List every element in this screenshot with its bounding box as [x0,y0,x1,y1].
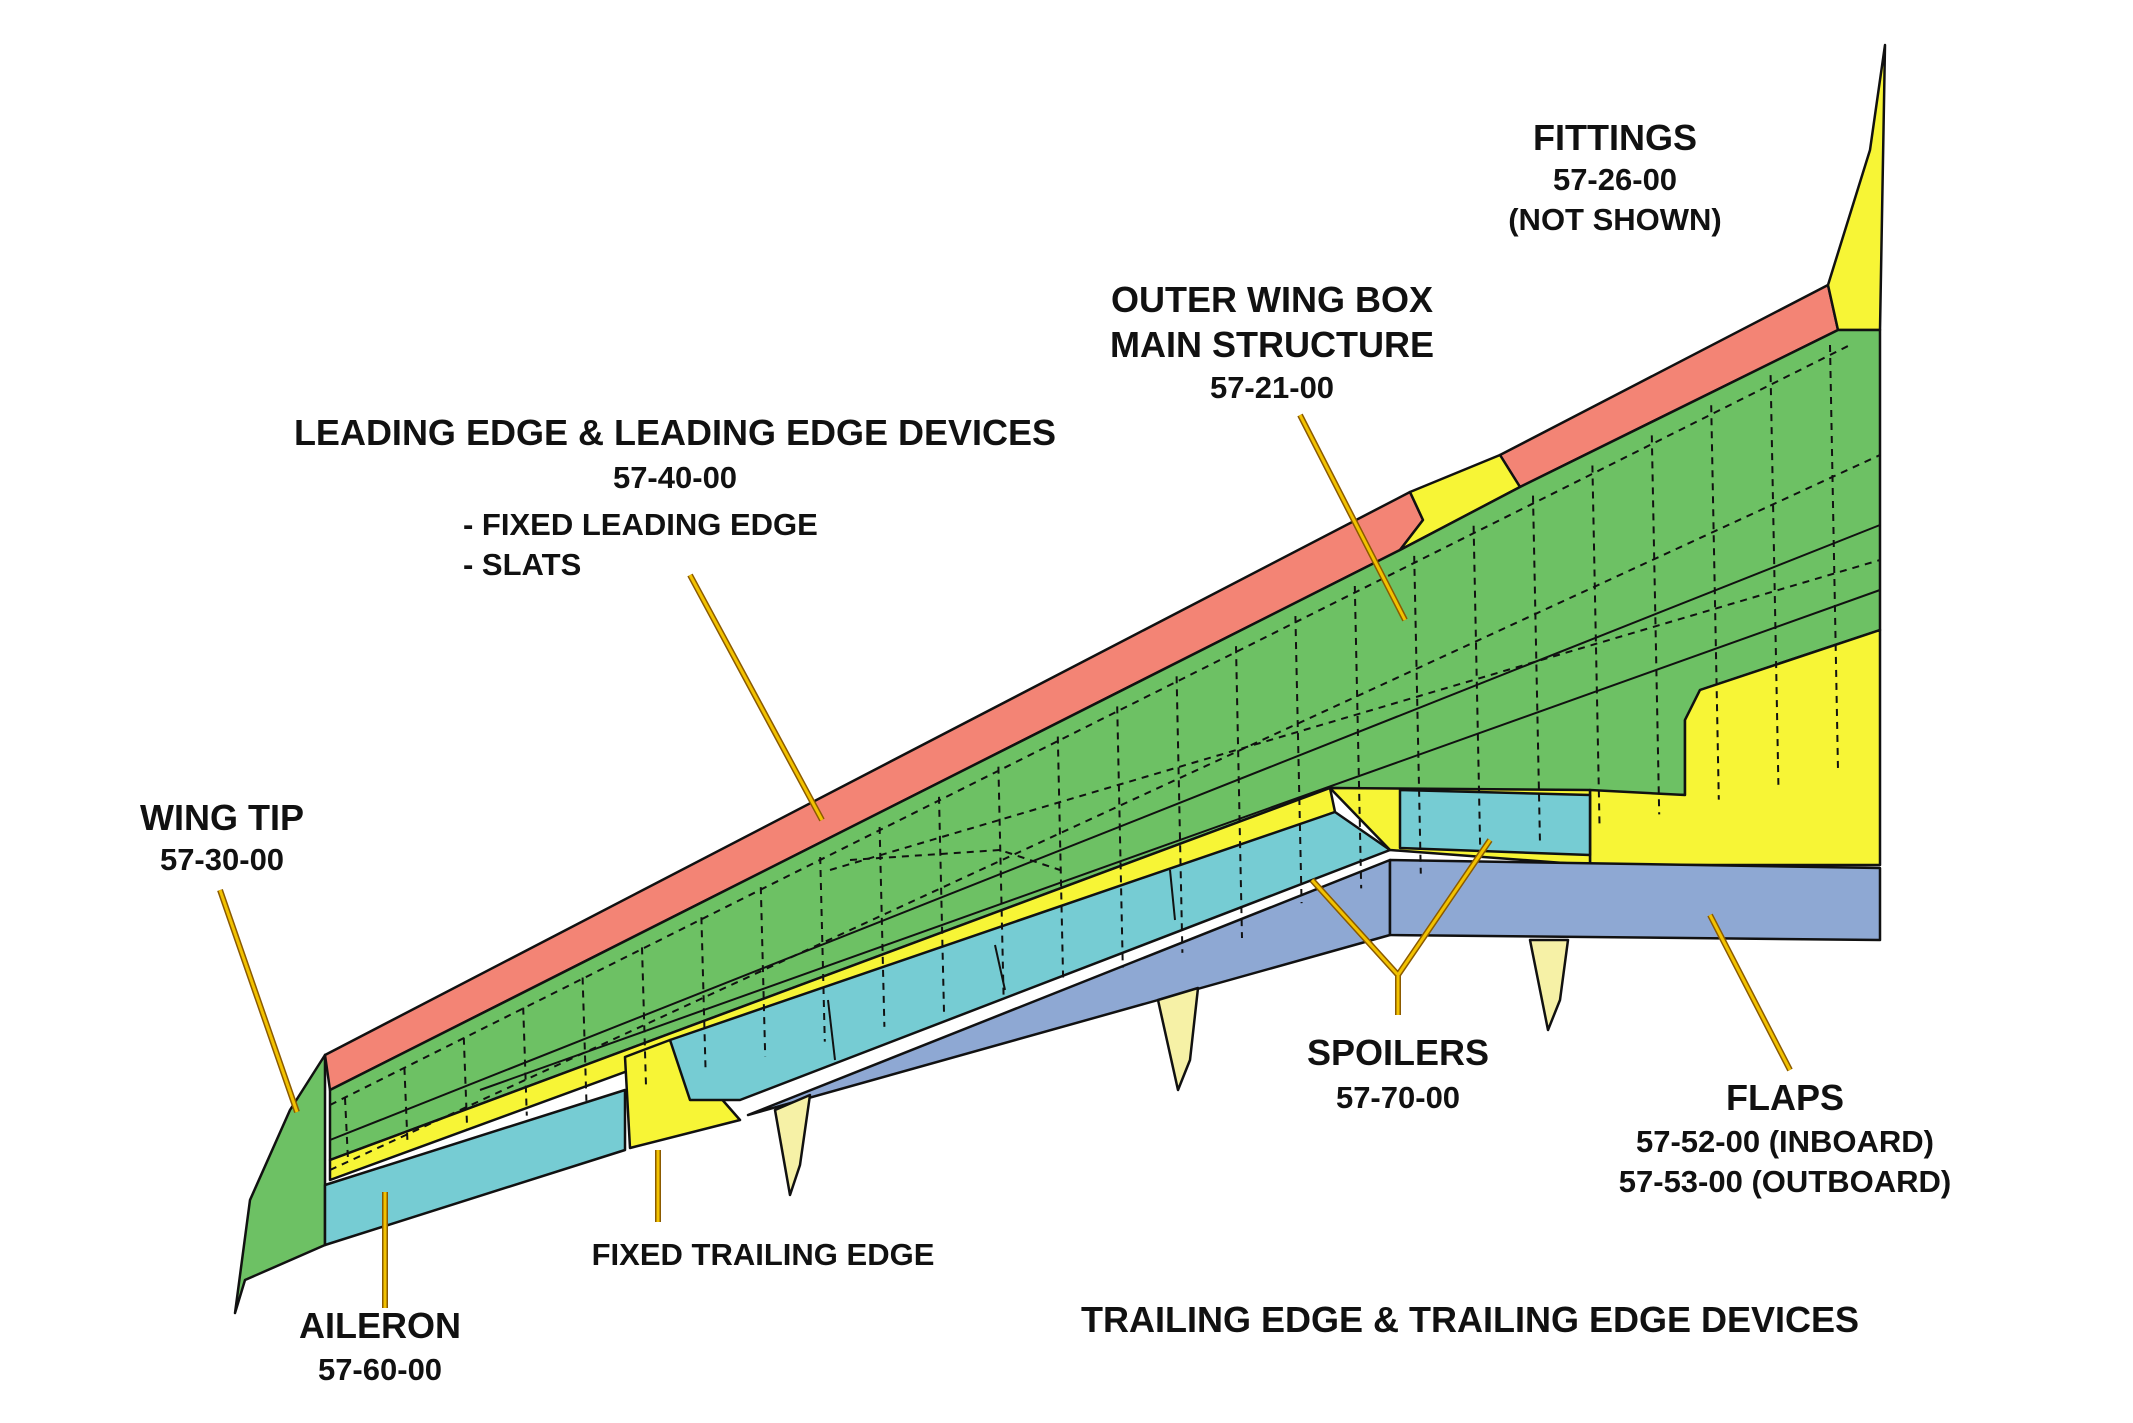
fittings-root [1826,43,1887,332]
wing-rib [344,1097,349,1161]
fixed-trailing-edge-block [623,1038,742,1150]
aileron [323,1088,627,1247]
wing-tip [233,1053,327,1315]
wing-rib [1650,435,1661,815]
wing-rib [819,857,826,1042]
trailing-edge-group-title: TRAILING EDGE & TRAILING EDGE DEVICES [1081,1299,1859,1340]
fittings-code: 57-26-00 [1553,162,1677,197]
wing-rib [1116,706,1124,968]
wing-rib [759,887,767,1057]
leader-leading-edge [687,573,825,822]
spoiler-inboard [1398,788,1592,857]
spoilers-code: 57-70-00 [1336,1080,1460,1115]
leader-outer-wing-box [1297,413,1408,622]
flap-track-fairing [773,1093,812,1197]
leading-edge-item-slats: - SLATS [463,547,581,582]
flaps-code-outboard: 57-53-00 (OUTBOARD) [1619,1164,1951,1199]
wing-rib [1056,736,1065,983]
leader-flaps [1707,913,1793,1072]
wing-box-ribs [344,344,1839,1161]
leading-edge-title: LEADING EDGE & LEADING EDGE DEVICES [294,412,1056,453]
wing-rib [1710,405,1720,800]
wing-rib [641,947,647,1087]
wing-rib [1591,465,1601,830]
flap-track-fairing [1528,938,1570,1032]
flaps-title: FLAPS [1726,1077,1844,1118]
flap-track-fairing [1156,986,1200,1092]
leader-wing-tip [217,889,300,1113]
leader-lines [217,413,1793,1308]
fixed-trailing-edge-title: FIXED TRAILING EDGE [592,1237,935,1272]
spoiler-outboard [668,810,1392,1102]
outer-wing-box [328,328,1882,1162]
aileron-code: 57-60-00 [318,1352,442,1387]
wing-rib [462,1037,469,1131]
wing-rib [1472,525,1482,859]
leading-edge-item-fixed: - FIXED LEADING EDGE [463,507,818,542]
fittings-title: FITTINGS [1533,117,1697,158]
wing-rib [1532,495,1541,845]
outer-wing-box-code: 57-21-00 [1210,370,1334,405]
flap-inboard [1388,858,1882,942]
wing-rib [1829,344,1839,771]
aileron-title: AILERON [299,1305,461,1346]
wing-tip-title: WING TIP [140,797,304,838]
spoilers-title: SPOILERS [1307,1032,1489,1073]
fittings-note: (NOT SHOWN) [1508,202,1722,237]
wing-rib [1353,585,1363,889]
wing-box-solid-lines [329,524,1881,1141]
wing-rib [1413,555,1422,874]
wing-rib [1235,646,1243,939]
outer-wing-box-title-line1: OUTER WING BOX [1111,279,1433,320]
wing-rib [1769,375,1780,785]
wing-box-dashed-structure [329,344,1881,1171]
wing-rib [938,796,945,1013]
wing-tip-code: 57-30-00 [160,842,284,877]
flaps-code-inboard: 57-52-00 (INBOARD) [1636,1124,1934,1159]
outer-wing-box-title-line2: MAIN STRUCTURE [1110,324,1434,365]
wing-rib [1294,616,1303,904]
leading-edge-code: 57-40-00 [613,460,737,495]
